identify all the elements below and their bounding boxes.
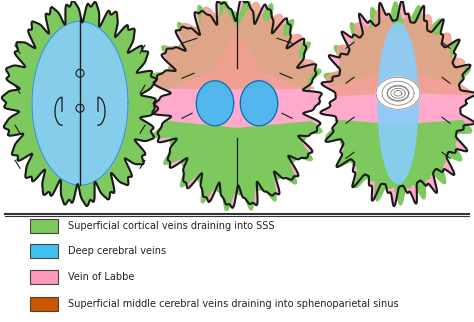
Polygon shape <box>155 7 272 88</box>
Polygon shape <box>368 12 471 94</box>
Polygon shape <box>152 0 322 208</box>
Bar <box>30 297 58 311</box>
Polygon shape <box>2 0 158 206</box>
Bar <box>30 270 58 284</box>
Ellipse shape <box>378 23 418 183</box>
Polygon shape <box>153 121 322 211</box>
Polygon shape <box>376 77 420 109</box>
Polygon shape <box>202 2 315 88</box>
Bar <box>30 219 58 233</box>
Bar <box>30 244 58 259</box>
Polygon shape <box>32 21 128 185</box>
Polygon shape <box>324 2 470 86</box>
Polygon shape <box>382 81 414 105</box>
Polygon shape <box>326 120 472 205</box>
Polygon shape <box>327 9 428 95</box>
Text: Superficial middle cerebral veins draining into sphenoparietal sinus: Superficial middle cerebral veins draini… <box>68 299 399 309</box>
Polygon shape <box>152 0 321 90</box>
Polygon shape <box>196 81 234 126</box>
Polygon shape <box>240 81 278 126</box>
Text: Vein of Labbe: Vein of Labbe <box>68 272 134 282</box>
Polygon shape <box>320 0 474 206</box>
Text: Deep cerebral veins: Deep cerebral veins <box>68 246 166 256</box>
Text: Superficial cortical veins draining into SSS: Superficial cortical veins draining into… <box>68 221 274 231</box>
Polygon shape <box>387 85 409 101</box>
